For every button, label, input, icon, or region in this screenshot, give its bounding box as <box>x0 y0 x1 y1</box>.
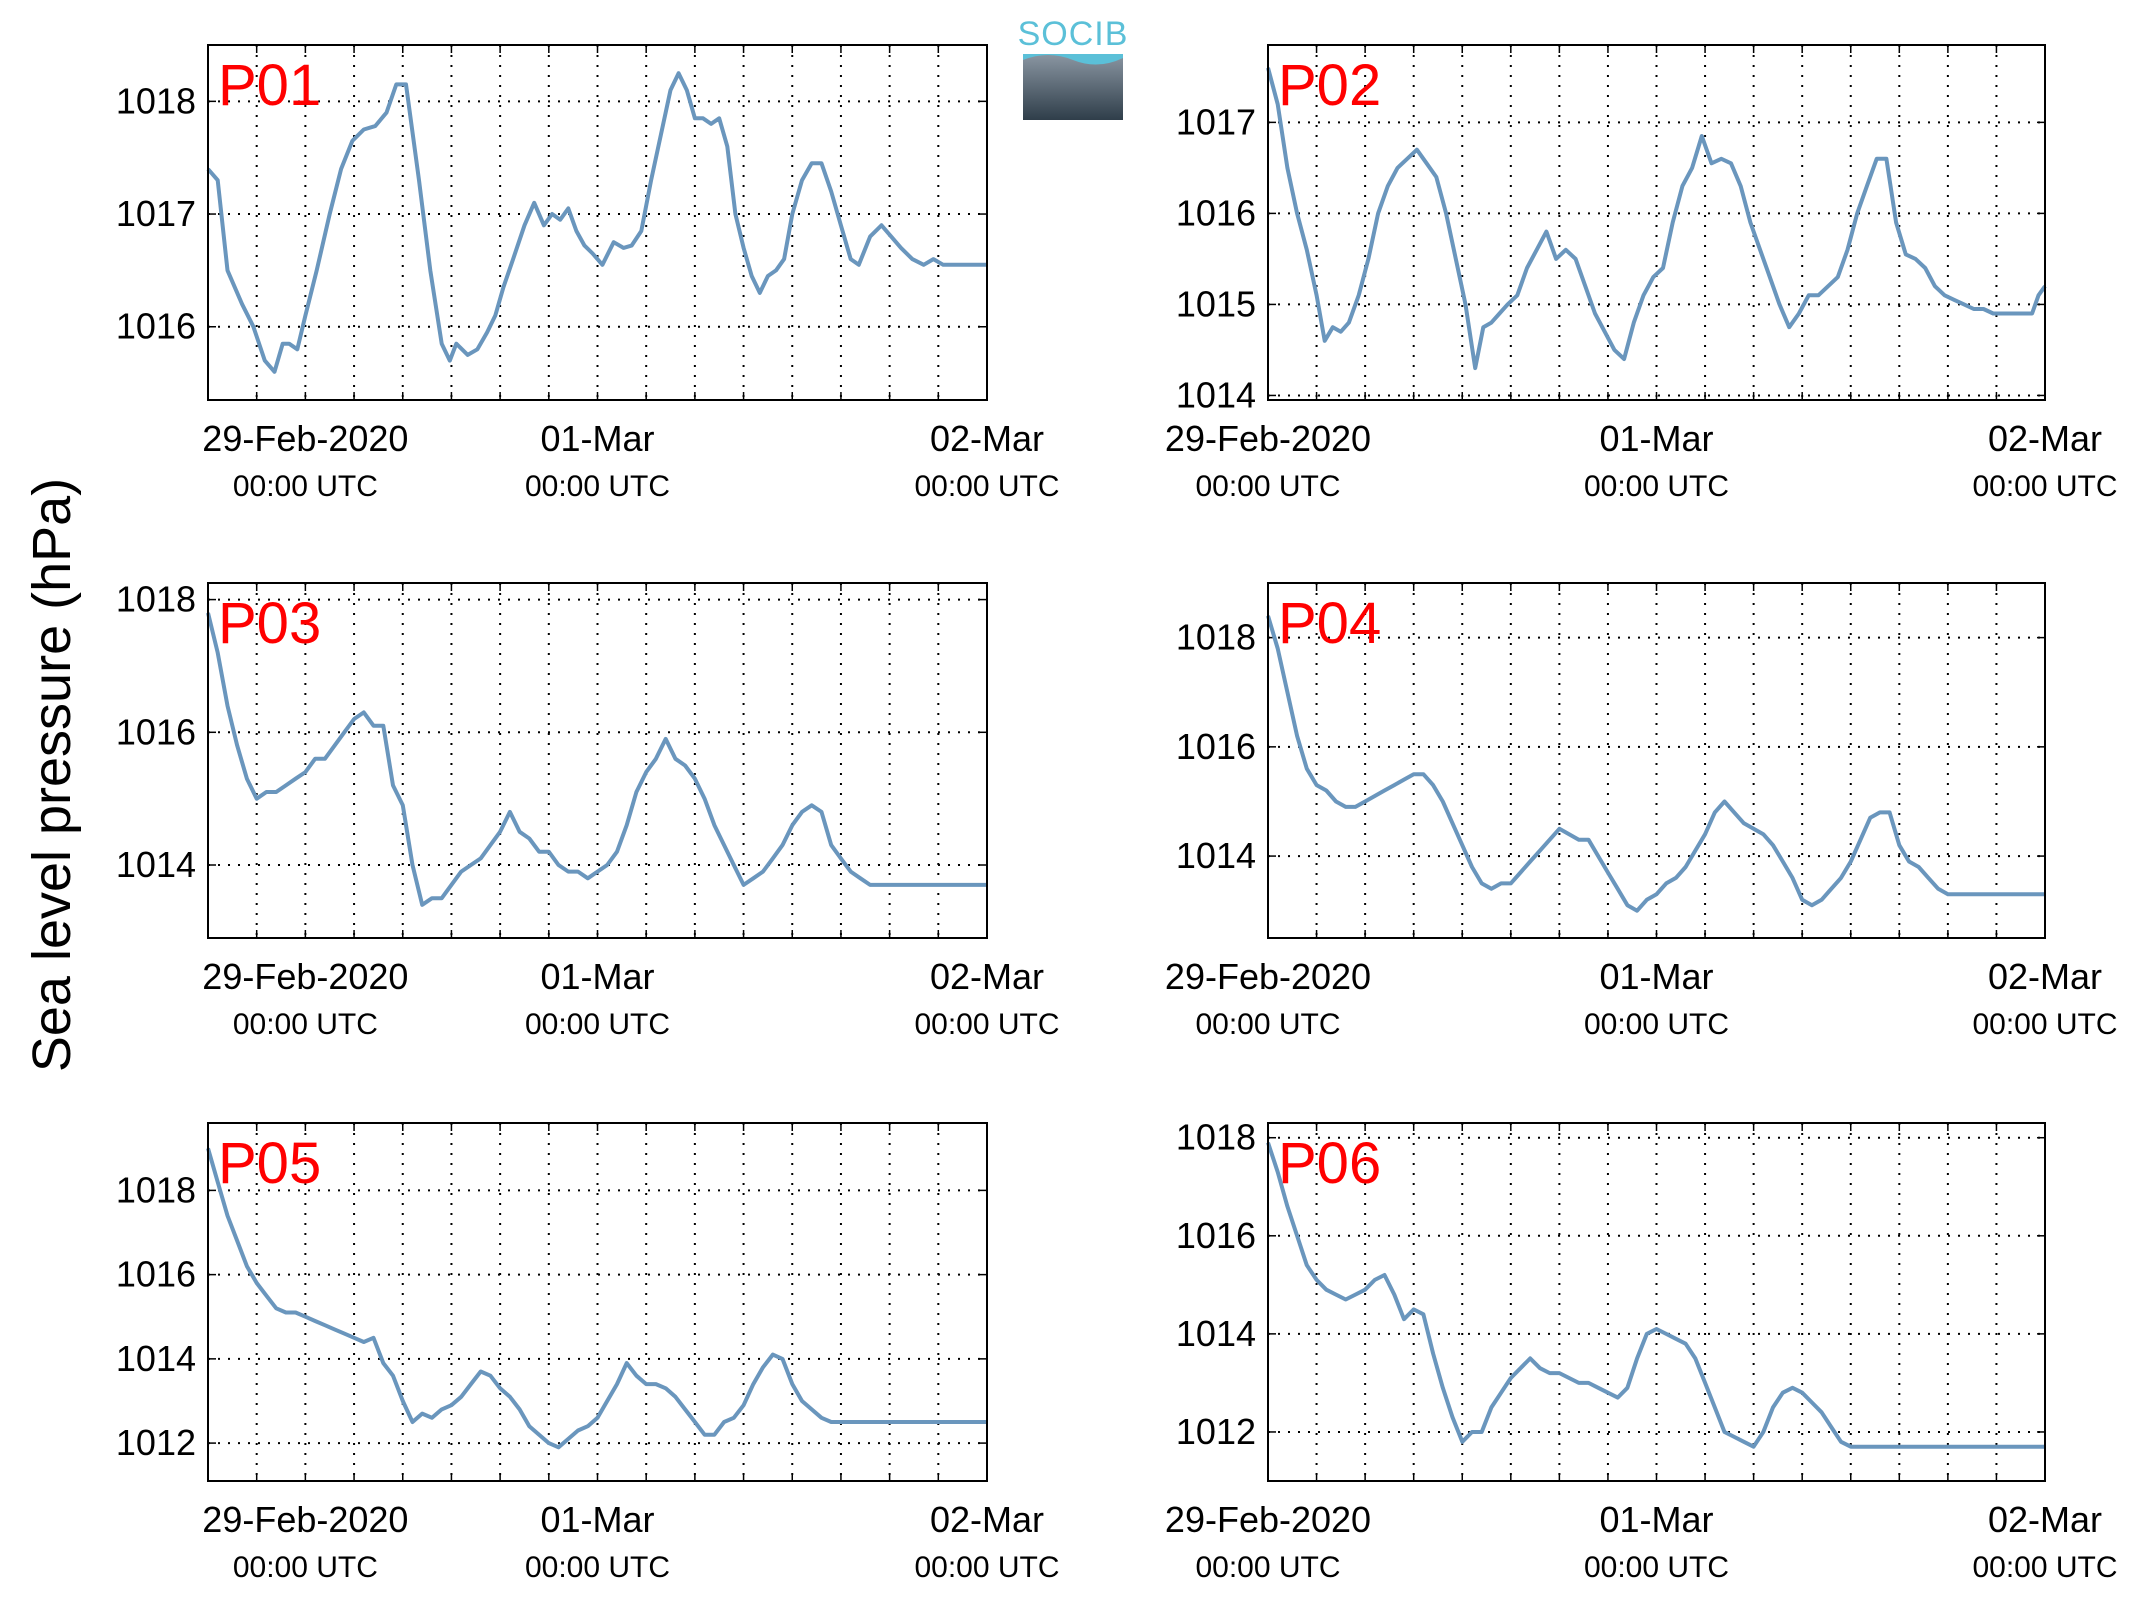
x-tick-sublabel: 00:00 UTC <box>1584 1551 1729 1584</box>
x-tick-sublabel: 00:00 UTC <box>914 1551 1059 1584</box>
logo-wave <box>1023 54 1123 65</box>
chart-panel-p04: 1014 1016 1018 29-Feb-2020 00:00 UTC 01-Mar 00… <box>1165 582 2118 1041</box>
x-tick-label: 29-Feb-2020 <box>1165 956 1371 997</box>
socib-logo: SOCIB <box>1018 15 1129 120</box>
y-tick-label: 1018 <box>116 1169 196 1210</box>
x-tick-label: 01-Mar <box>1599 418 1713 459</box>
x-tick-label: 29-Feb-2020 <box>202 418 408 459</box>
y-tick-label: 1018 <box>1176 617 1256 658</box>
x-tick-sublabel: 00:00 UTC <box>1972 470 2117 503</box>
chart-panel-p01: 1016 1017 1018 29-Feb-2020 00:00 UTC 01-Mar 00… <box>116 44 1060 503</box>
panel-label-p05: P05 <box>218 1131 321 1196</box>
y-tick-label: 1016 <box>1176 192 1256 233</box>
x-tick-sublabel: 00:00 UTC <box>525 470 670 503</box>
y-tick-label: 1016 <box>1176 726 1256 767</box>
axes-frame <box>207 582 988 939</box>
x-tick-label: 01-Mar <box>1599 956 1713 997</box>
y-tick-label: 1012 <box>1176 1411 1256 1452</box>
x-tick-sublabel: 00:00 UTC <box>233 1551 378 1584</box>
x-tick-label: 02-Mar <box>1988 956 2102 997</box>
panel-label-p01: P01 <box>218 53 321 118</box>
chart-panel-p03: 1014 1016 1018 29-Feb-2020 00:00 UTC 01-Mar 00… <box>116 579 1060 1041</box>
x-tick-label: 29-Feb-2020 <box>202 956 408 997</box>
x-tick-sublabel: 00:00 UTC <box>914 1008 1059 1041</box>
y-tick-label: 1018 <box>1176 1117 1256 1158</box>
x-tick-label: 29-Feb-2020 <box>1165 418 1371 459</box>
x-tick-label: 01-Mar <box>540 418 654 459</box>
x-tick-sublabel: 00:00 UTC <box>233 1008 378 1041</box>
x-tick-label: 29-Feb-2020 <box>202 1499 408 1540</box>
axes-frame <box>1267 582 2046 939</box>
x-tick-label: 02-Mar <box>1988 1499 2102 1540</box>
y-tick-label: 1017 <box>116 193 196 234</box>
chart-panel-p02: 1014 1015 1016 1017 29-Feb-2020 00:00 UTC 01-M… <box>1165 44 2118 503</box>
data-line-p02 <box>1266 67 2047 371</box>
axes-frame <box>207 44 988 401</box>
y-tick-label: 1014 <box>116 1338 196 1379</box>
x-tick-sublabel: 00:00 UTC <box>1972 1551 2117 1584</box>
x-tick-sublabel: 00:00 UTC <box>1972 1008 2117 1041</box>
y-tick-label: 1016 <box>116 1254 196 1295</box>
x-tick-sublabel: 00:00 UTC <box>914 470 1059 503</box>
data-line-p06 <box>1266 1141 2045 1449</box>
panel-label-p03: P03 <box>218 591 321 656</box>
y-axis-label: Sea level pressure (hPa) <box>22 478 82 1072</box>
x-tick-sublabel: 00:00 UTC <box>1584 1008 1729 1041</box>
y-tick-label: 1017 <box>1176 101 1256 142</box>
data-line-p01 <box>206 71 987 374</box>
x-tick-label: 01-Mar <box>1599 1499 1713 1540</box>
chart-panel-p05: 1012 1014 1016 1018 29-Feb-2020 00:00 UTC 01-M… <box>116 1122 1060 1584</box>
y-tick-label: 1016 <box>116 711 196 752</box>
y-tick-label: 1018 <box>116 579 196 620</box>
y-tick-label: 1018 <box>116 80 196 121</box>
data-line-p05 <box>206 1147 987 1450</box>
axes-frame <box>1267 1122 2046 1482</box>
y-tick-label: 1014 <box>1176 1313 1256 1354</box>
x-tick-sublabel: 00:00 UTC <box>1195 470 1340 503</box>
logo-mark <box>1023 54 1123 120</box>
x-tick-label: 01-Mar <box>540 1499 654 1540</box>
x-tick-sublabel: 00:00 UTC <box>1584 470 1729 503</box>
x-tick-label: 02-Mar <box>930 956 1044 997</box>
y-tick-label: 1016 <box>1176 1215 1256 1256</box>
x-tick-sublabel: 00:00 UTC <box>233 470 378 503</box>
y-tick-label: 1014 <box>116 844 196 885</box>
axes-frame <box>1267 44 2046 401</box>
x-tick-sublabel: 00:00 UTC <box>525 1551 670 1584</box>
data-line-p03 <box>206 612 987 907</box>
y-tick-label: 1014 <box>1176 374 1256 415</box>
x-tick-sublabel: 00:00 UTC <box>1195 1008 1340 1041</box>
y-tick-label: 1014 <box>1176 835 1256 876</box>
x-tick-label: 02-Mar <box>930 418 1044 459</box>
y-tick-label: 1012 <box>116 1422 196 1463</box>
x-tick-label: 29-Feb-2020 <box>1165 1499 1371 1540</box>
x-tick-label: 01-Mar <box>540 956 654 997</box>
x-tick-sublabel: 00:00 UTC <box>1195 1551 1340 1584</box>
panel-label-p06: P06 <box>1278 1131 1381 1196</box>
x-tick-label: 02-Mar <box>930 1499 1044 1540</box>
x-tick-sublabel: 00:00 UTC <box>525 1008 670 1041</box>
panels: 1016 1017 1018 29-Feb-2020 00:00 UTC 01-Mar 00… <box>116 44 2118 1584</box>
y-tick-label: 1016 <box>116 306 196 347</box>
panel-label-p02: P02 <box>1278 53 1381 118</box>
panel-label-p04: P04 <box>1278 591 1381 656</box>
data-line-p04 <box>1266 615 2045 913</box>
logo-text: SOCIB <box>1018 15 1129 53</box>
x-tick-label: 02-Mar <box>1988 418 2102 459</box>
y-tick-label: 1015 <box>1176 283 1256 324</box>
axes-frame <box>207 1122 988 1482</box>
chart-panel-p06: 1012 1014 1016 1018 29-Feb-2020 00:00 UTC 01-M… <box>1165 1117 2118 1584</box>
